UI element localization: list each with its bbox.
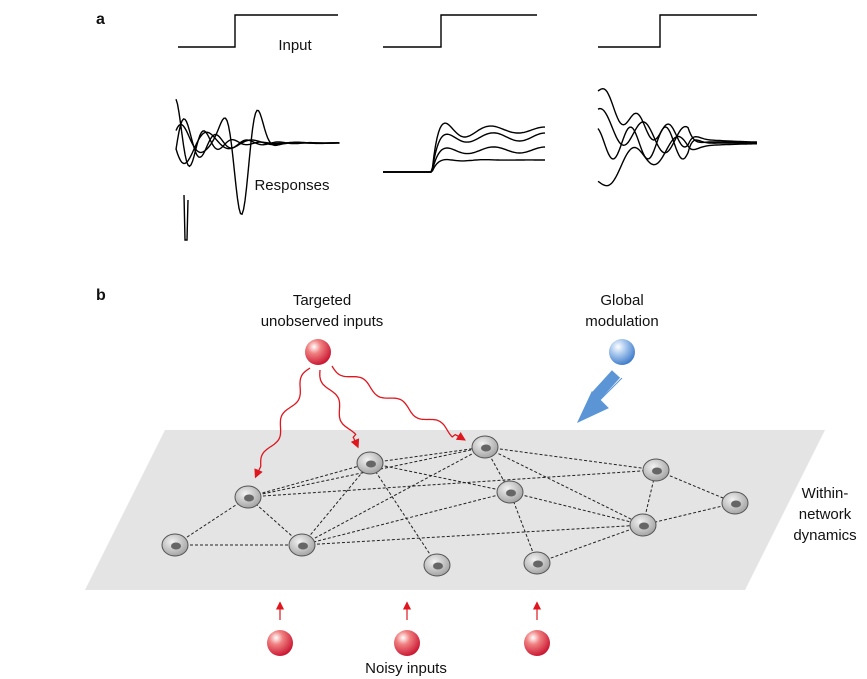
responses (176, 89, 757, 240)
cell-nucleus (481, 445, 491, 452)
cell-nucleus (652, 468, 662, 475)
panel-label: a (96, 11, 105, 28)
network-label: network (799, 506, 852, 523)
targeted-input-node (305, 339, 331, 365)
targeted-arrow (332, 366, 464, 440)
response-curve (383, 160, 545, 172)
input-steps (178, 15, 757, 47)
global-label: Global (600, 292, 643, 309)
cell-nucleus (433, 563, 443, 570)
cell-nucleus (366, 461, 376, 468)
global-label: modulation (585, 313, 658, 330)
modulation-arrow-shaft (596, 374, 616, 396)
network-label: dynamics (793, 527, 856, 544)
noisy-label: Noisy inputs (365, 660, 447, 677)
cell-nucleus (731, 501, 741, 508)
cell-nucleus (244, 495, 254, 502)
targeted-label: Targeted (293, 292, 351, 309)
step-input (383, 15, 537, 47)
network-label: Within- (802, 485, 849, 502)
noisy-input-node (524, 630, 550, 656)
figure: a Input Responses b Targeted unobserved … (0, 0, 867, 679)
targeted-label: unobserved inputs (261, 313, 384, 330)
response-curve (176, 119, 340, 157)
response-curve (383, 123, 545, 172)
noisy-inputs (267, 603, 550, 656)
noisy-input-node (394, 630, 420, 656)
input-label: Input (278, 37, 312, 54)
step-input (178, 15, 338, 47)
response-curve (598, 127, 757, 159)
cell-nucleus (533, 561, 543, 568)
response-curve (176, 110, 340, 214)
network-plane (85, 430, 825, 590)
noisy-input-node (267, 630, 293, 656)
cell-nucleus (171, 543, 181, 550)
response-curve (598, 89, 757, 147)
response-curve (598, 109, 757, 153)
responses-label: Responses (254, 177, 329, 194)
cell-nucleus (639, 523, 649, 530)
panel-label: b (96, 287, 106, 304)
response-curve (176, 132, 340, 163)
response-spike (184, 195, 188, 240)
global-modulation-node (609, 339, 635, 365)
cell-nucleus (506, 490, 516, 497)
step-input (598, 15, 757, 47)
cell-nucleus (298, 543, 308, 550)
